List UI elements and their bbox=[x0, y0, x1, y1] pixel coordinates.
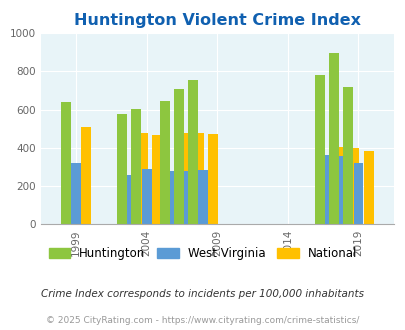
Legend: Huntington, West Virginia, National: Huntington, West Virginia, National bbox=[49, 247, 356, 260]
Bar bbox=[349, 148, 358, 224]
Bar bbox=[328, 53, 338, 224]
Title: Huntington Violent Crime Index: Huntington Violent Crime Index bbox=[74, 13, 360, 28]
Bar bbox=[151, 135, 161, 224]
Bar bbox=[169, 171, 179, 224]
Bar bbox=[159, 101, 169, 224]
Bar bbox=[71, 163, 81, 224]
Bar bbox=[353, 163, 362, 224]
Bar bbox=[188, 80, 197, 224]
Text: © 2025 CityRating.com - https://www.cityrating.com/crime-statistics/: © 2025 CityRating.com - https://www.city… bbox=[46, 316, 359, 325]
Bar bbox=[339, 156, 348, 224]
Bar bbox=[131, 109, 141, 224]
Bar bbox=[198, 170, 207, 224]
Bar bbox=[324, 154, 335, 224]
Bar bbox=[179, 134, 190, 224]
Bar bbox=[335, 147, 345, 224]
Bar bbox=[343, 86, 352, 224]
Bar bbox=[127, 175, 137, 224]
Bar bbox=[314, 75, 324, 224]
Bar bbox=[61, 102, 70, 224]
Bar bbox=[363, 151, 373, 224]
Bar bbox=[173, 88, 183, 224]
Bar bbox=[137, 133, 147, 224]
Bar bbox=[81, 127, 91, 224]
Bar bbox=[194, 133, 204, 224]
Bar bbox=[208, 134, 217, 224]
Text: Crime Index corresponds to incidents per 100,000 inhabitants: Crime Index corresponds to incidents per… bbox=[41, 289, 364, 299]
Bar bbox=[117, 115, 127, 224]
Bar bbox=[141, 169, 151, 224]
Bar bbox=[183, 171, 194, 224]
